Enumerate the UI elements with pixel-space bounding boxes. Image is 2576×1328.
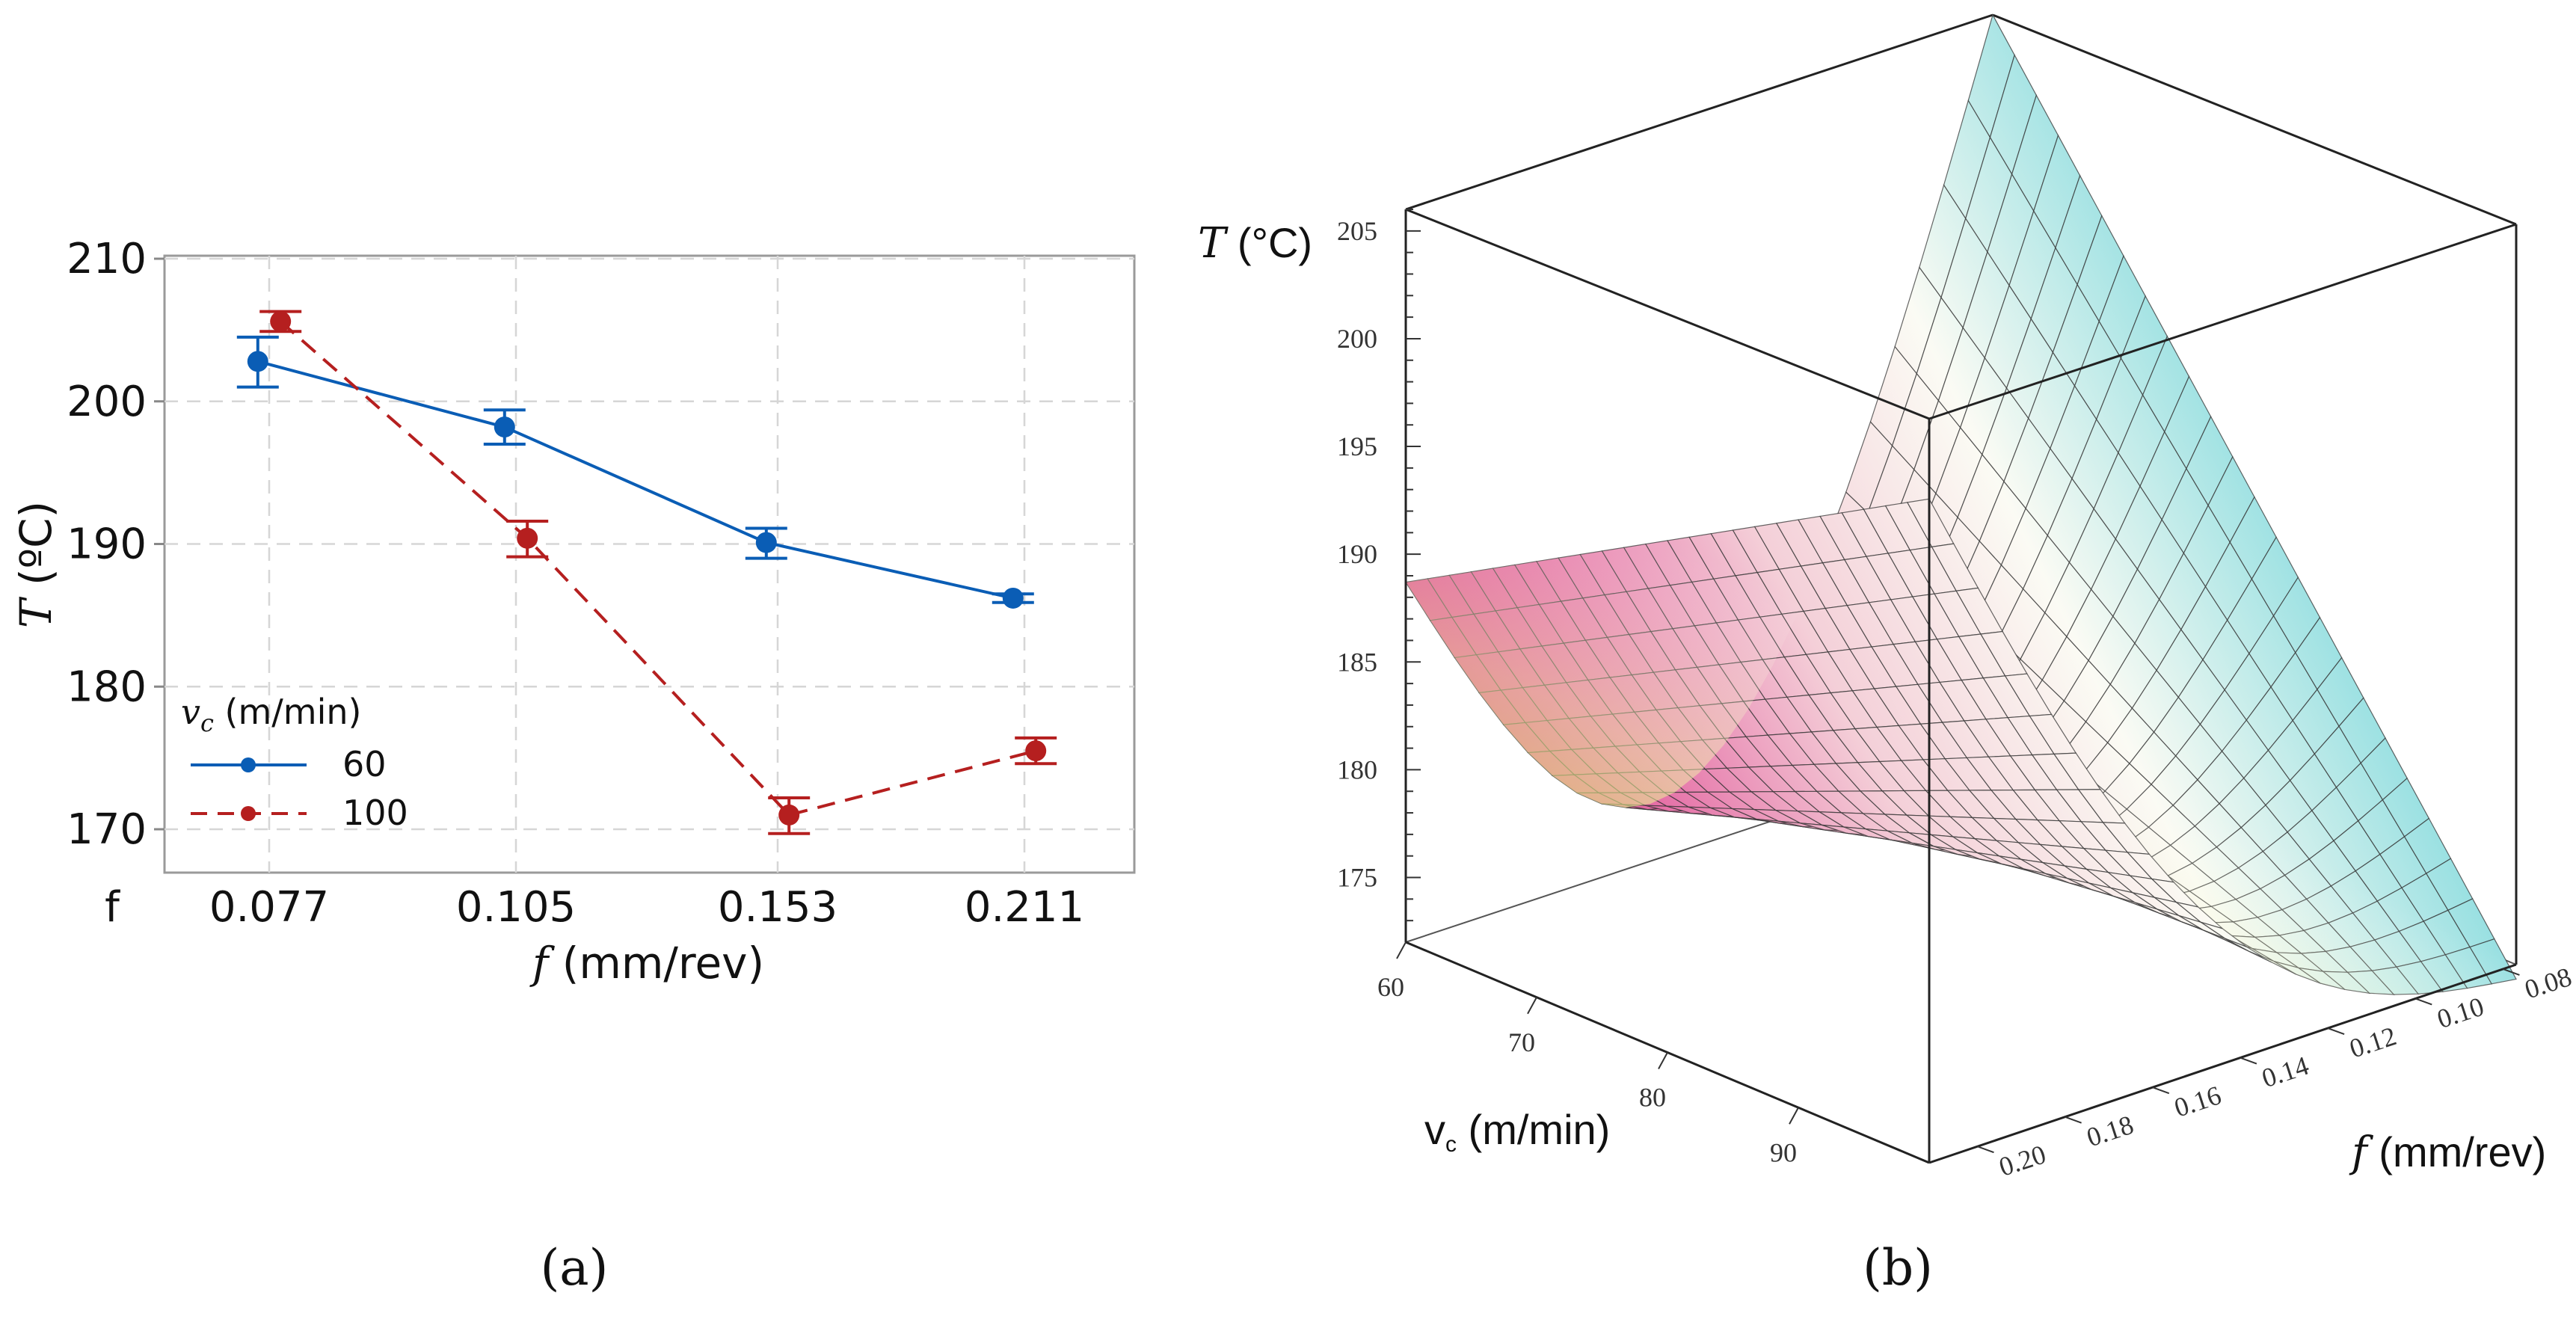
legend-title: vc (m/min) bbox=[181, 692, 362, 737]
f-tick-label: 0.12 bbox=[2346, 1021, 2400, 1064]
data-point bbox=[247, 351, 268, 372]
f-tick-mark bbox=[2152, 1086, 2170, 1095]
series-line-100 bbox=[279, 320, 1036, 817]
vc-tick-mark bbox=[1527, 997, 1537, 1015]
f-tick-label: 0.16 bbox=[2171, 1080, 2225, 1123]
data-point bbox=[494, 416, 515, 438]
data-point bbox=[1025, 740, 1047, 762]
f-tick-mark bbox=[2414, 997, 2432, 1006]
vc-tick-label: 80 bbox=[1639, 1083, 1666, 1113]
y-tick-label: 190 bbox=[67, 520, 147, 569]
z-tick-label: 200 bbox=[1337, 324, 1377, 354]
f-tick-label: 0.08 bbox=[2521, 962, 2575, 1005]
legend-label-60: 60 bbox=[342, 744, 387, 784]
x-tick-labels: 0.077 0.105 0.153 0.211 bbox=[209, 883, 1084, 932]
x-tick-label: 0.153 bbox=[718, 883, 837, 932]
f-tick-label: 0.20 bbox=[1996, 1139, 2050, 1182]
x-tick-label: 0.077 bbox=[209, 883, 329, 932]
z-tick-label: 175 bbox=[1337, 863, 1377, 893]
vc-axis-ticks: 60 70 80 90 bbox=[1377, 941, 1799, 1167]
z-axis-title: T (°C) bbox=[1198, 219, 1312, 268]
data-point bbox=[778, 804, 800, 826]
data-point bbox=[755, 532, 777, 553]
f-tick-label: 0.18 bbox=[2083, 1110, 2137, 1153]
data-point bbox=[517, 527, 538, 549]
x-axis-prefix: f bbox=[105, 883, 120, 932]
surface-tint bbox=[1406, 15, 2516, 995]
z-axis-ticks: 175 180 185 190 195 200 205 bbox=[1337, 209, 1421, 922]
f-tick-mark bbox=[2240, 1057, 2257, 1065]
vc-tick-label: 60 bbox=[1377, 972, 1404, 1002]
legend-label-100: 100 bbox=[342, 793, 408, 833]
z-tick-label: 190 bbox=[1337, 539, 1377, 569]
data-point bbox=[1002, 587, 1024, 609]
plot-a-frame bbox=[163, 254, 1136, 874]
x-tick-label: 0.105 bbox=[456, 883, 576, 932]
box-edge bbox=[1928, 963, 2517, 1164]
series-line-60 bbox=[257, 360, 1014, 600]
z-tick-label: 205 bbox=[1337, 216, 1377, 246]
box-edge bbox=[1928, 223, 2517, 420]
y-tick-label: 170 bbox=[67, 805, 147, 854]
vc-tick-mark bbox=[1789, 1107, 1799, 1125]
y-tick-label: 210 bbox=[67, 235, 147, 283]
vc-tick-label: 90 bbox=[1770, 1137, 1797, 1167]
f-tick-mark bbox=[2327, 1027, 2345, 1035]
f-tick-mark bbox=[2065, 1116, 2082, 1124]
y-tick-label: 180 bbox=[67, 663, 147, 711]
y-axis-title: T (ºC) bbox=[10, 501, 61, 628]
f-tick-label: 0.10 bbox=[2433, 992, 2487, 1035]
f-tick-label: 0.14 bbox=[2258, 1051, 2312, 1094]
f-tick-mark bbox=[1977, 1146, 1994, 1154]
vc-axis-title: vc (m/min) bbox=[1424, 1106, 1610, 1157]
figure-a: 170 180 190 200 210 0.077 0.105 0.153 0.211 f f… bbox=[0, 0, 1196, 1325]
interaction-plot: 170 180 190 200 210 0.077 0.105 0.153 0.211 f f… bbox=[10, 235, 1136, 1297]
grid-lines bbox=[165, 256, 1134, 873]
z-tick-label: 185 bbox=[1337, 647, 1377, 677]
legend-marker-60 bbox=[241, 757, 256, 772]
box-edge bbox=[1405, 13, 1994, 211]
panel-label-b: (b) bbox=[1863, 1239, 1933, 1297]
panel-label-a: (a) bbox=[541, 1239, 609, 1297]
z-tick-label: 180 bbox=[1337, 754, 1377, 784]
box-edge bbox=[1992, 13, 2517, 226]
y-tick-label: 200 bbox=[67, 378, 147, 426]
x-axis-title: f (mm/rev) bbox=[529, 938, 764, 989]
vc-tick-mark bbox=[1658, 1052, 1668, 1069]
f-tick-mark bbox=[2503, 968, 2520, 976]
legend-marker-100 bbox=[241, 806, 256, 821]
box-edge bbox=[1405, 208, 1930, 420]
response-surface bbox=[1405, 13, 2517, 995]
data-point bbox=[270, 310, 292, 332]
figure-b: 175 180 185 190 195 200 205 60 70 80 90 0.08 0.10 0… bbox=[1196, 0, 2576, 1325]
series-group bbox=[236, 310, 1057, 835]
y-tick-labels: 170 180 190 200 210 bbox=[67, 235, 165, 854]
vc-tick-mark bbox=[1396, 941, 1407, 959]
vc-tick-label: 70 bbox=[1508, 1027, 1535, 1057]
surface-plot: 175 180 185 190 195 200 205 60 70 80 90 0.08 0.10 0… bbox=[1198, 13, 2575, 1297]
legend: vc (m/min) 60 100 bbox=[181, 692, 408, 833]
series-60 bbox=[236, 335, 1034, 609]
x-tick-label: 0.211 bbox=[965, 883, 1084, 932]
series-100 bbox=[259, 310, 1057, 835]
z-tick-label: 195 bbox=[1337, 431, 1377, 461]
f-axis-title: f (mm/rev) bbox=[2349, 1128, 2546, 1177]
